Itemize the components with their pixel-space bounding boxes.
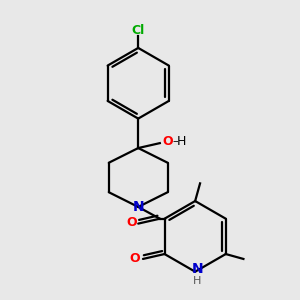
Text: O: O	[126, 216, 137, 229]
Text: O: O	[162, 135, 173, 148]
Text: H: H	[193, 275, 201, 286]
Text: Cl: Cl	[132, 24, 145, 37]
Text: H: H	[177, 135, 186, 148]
Text: N: N	[191, 262, 203, 276]
Text: –: –	[173, 136, 178, 146]
Text: O: O	[130, 252, 140, 266]
Text: N: N	[132, 200, 144, 214]
